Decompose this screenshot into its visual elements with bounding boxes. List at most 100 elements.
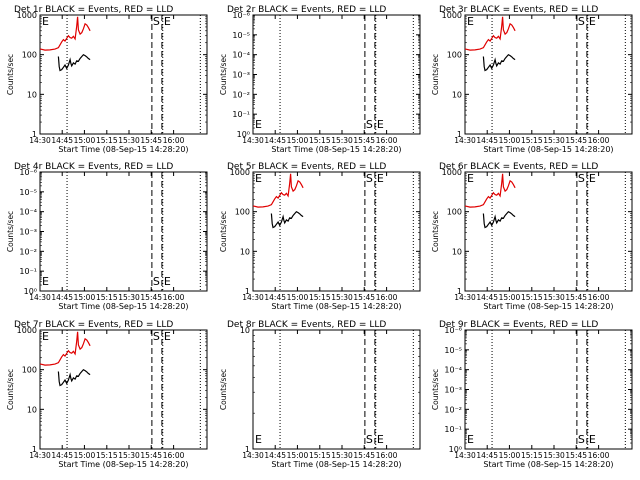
y-axis-label: Counts/sec — [6, 54, 15, 95]
x-tick-label: 15:45 — [565, 136, 587, 145]
x-tick-label: 15:00 — [287, 136, 309, 145]
y-tick-label: 10⁰ — [237, 130, 250, 139]
y-tick-label: 1000 — [17, 326, 37, 335]
x-tick-label: 15:30 — [543, 451, 565, 460]
marker-e: E — [164, 15, 171, 28]
x-axis-label: Start Time (08-Sep-15 14:28:20) — [483, 302, 613, 311]
marker-e: E — [164, 275, 171, 288]
x-tick-label: 15:30 — [331, 293, 353, 302]
marker-e: E — [589, 433, 596, 446]
chart-title: Det 7r BLACK = Events, RED = LLD — [14, 320, 173, 330]
plot-frame — [252, 14, 421, 135]
y-tick-label: 10⁰ — [449, 445, 462, 454]
x-tick-label: 16:00 — [163, 293, 185, 302]
marker-e-left: E — [42, 275, 49, 288]
x-tick-label: 14:30 — [454, 136, 476, 145]
x-tick-label: 15:00 — [74, 451, 96, 460]
series-lld-red — [464, 173, 516, 208]
x-tick-label: 14:30 — [454, 293, 476, 302]
x-tick-label: 15:00 — [74, 136, 96, 145]
x-axis-label: Start Time (08-Sep-15 14:28:20) — [58, 460, 188, 469]
x-tick-label: 14:45 — [264, 293, 286, 302]
y-axis-label: Counts/sec — [6, 369, 15, 410]
y-tick-label: 10⁻² — [444, 405, 462, 414]
chart-panel-7: Det 7r BLACK = Events, RED = LLD 1 10 100 10… — [6, 320, 208, 469]
x-tick-label: 14:45 — [476, 136, 498, 145]
y-tick-label: 1 — [457, 287, 462, 296]
x-tick-label: 14:30 — [29, 451, 51, 460]
y-tick-label: 100 — [22, 366, 37, 375]
y-tick-label: 1000 — [17, 11, 37, 20]
y-tick-label: 10⁻³ — [444, 386, 462, 395]
x-tick-label: 15:00 — [287, 451, 309, 460]
marker-e: E — [164, 330, 171, 343]
y-tick-label: 10⁻¹ — [232, 110, 250, 119]
marker-e-left: E — [255, 433, 262, 446]
y-tick-label: 100 — [447, 208, 462, 217]
marker-e: E — [377, 118, 384, 131]
y-tick-label: 10⁻¹ — [19, 267, 37, 276]
chart-panel-9: Det 9r BLACK = Events, RED = LLD 10⁰ 10⁻¹ 1… — [431, 320, 633, 469]
y-tick-label: 10⁻² — [19, 247, 37, 256]
x-tick-label: 15:00 — [74, 293, 96, 302]
series-events-black — [57, 368, 91, 387]
x-tick-label: 15:45 — [565, 451, 587, 460]
chart-panel-1: Det 1r BLACK = Events, RED = LLD 1 10 100 10… — [6, 5, 208, 154]
x-tick-label: 14:45 — [264, 451, 286, 460]
y-tick-label: 10⁻⁵ — [19, 188, 37, 197]
y-tick-label: 10⁻¹ — [444, 425, 462, 434]
marker-s: S — [578, 172, 585, 185]
x-tick-label: 14:45 — [476, 293, 498, 302]
x-tick-label: 14:45 — [264, 136, 286, 145]
y-tick-label: 10⁻⁴ — [19, 208, 37, 217]
series-events-black — [482, 53, 516, 72]
y-tick-label: 10 — [240, 247, 250, 256]
y-tick-label: 10⁻⁴ — [232, 51, 250, 60]
x-tick-label: 16:00 — [588, 293, 610, 302]
marker-e-left: E — [42, 330, 49, 343]
y-axis-label: Counts/sec — [219, 211, 228, 252]
chart-title: Det 8r BLACK = Events, RED = LLD — [227, 320, 386, 330]
marker-e: E — [589, 15, 596, 28]
x-axis-label: Start Time (08-Sep-15 14:28:20) — [483, 460, 613, 469]
series-events-black — [482, 210, 516, 229]
x-tick-label: 15:30 — [118, 293, 140, 302]
y-tick-label: 100 — [235, 208, 250, 217]
chart-title: Det 5r BLACK = Events, RED = LLD — [227, 162, 386, 172]
y-tick-label: 10⁻² — [232, 90, 250, 99]
y-tick-label: 10⁻⁶ — [19, 168, 37, 177]
y-axis-label: Counts/sec — [431, 211, 440, 252]
x-axis-label: Start Time (08-Sep-15 14:28:20) — [271, 302, 401, 311]
series-events-black — [57, 53, 91, 72]
x-tick-label: 16:00 — [376, 451, 398, 460]
x-tick-label: 15:15 — [96, 451, 118, 460]
x-tick-label: 15:45 — [565, 293, 587, 302]
chart-panel-3: Det 3r BLACK = Events, RED = LLD 1 10 100 10… — [431, 5, 633, 154]
marker-s: S — [578, 15, 585, 28]
x-tick-label: 16:00 — [163, 451, 185, 460]
marker-s: S — [366, 433, 373, 446]
marker-s: S — [366, 118, 373, 131]
x-tick-label: 15:15 — [309, 293, 331, 302]
plot-frame — [464, 14, 633, 135]
x-tick-label: 15:45 — [140, 293, 162, 302]
x-tick-label: 15:30 — [331, 136, 353, 145]
x-tick-label: 15:00 — [499, 293, 521, 302]
chart-title: Det 6r BLACK = Events, RED = LLD — [439, 162, 598, 172]
x-tick-label: 15:00 — [499, 136, 521, 145]
y-tick-label: 10 — [27, 90, 37, 99]
x-tick-label: 15:45 — [353, 136, 375, 145]
y-axis-label: Counts/sec — [6, 211, 15, 252]
marker-s: S — [153, 275, 160, 288]
x-tick-label: 15:15 — [521, 293, 543, 302]
y-axis-label: Counts/sec — [219, 54, 228, 95]
y-tick-label: 1000 — [442, 11, 462, 20]
y-tick-label: 10⁻⁴ — [444, 366, 462, 375]
y-tick-label: 10 — [27, 405, 37, 414]
x-tick-label: 15:00 — [499, 451, 521, 460]
chart-panel-8: Det 8r BLACK = Events, RED = LLD 1 10 14:30… — [219, 320, 421, 469]
y-tick-label: 100 — [447, 51, 462, 60]
x-tick-label: 15:45 — [353, 451, 375, 460]
x-tick-label: 15:15 — [521, 136, 543, 145]
x-tick-label: 15:15 — [309, 136, 331, 145]
